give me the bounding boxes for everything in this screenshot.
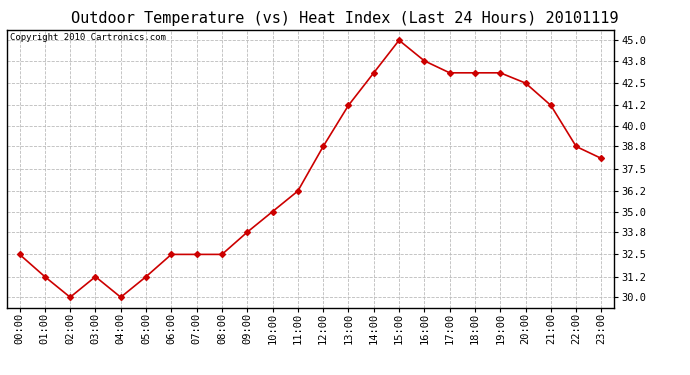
Text: Outdoor Temperature (vs) Heat Index (Last 24 Hours) 20101119: Outdoor Temperature (vs) Heat Index (Las… bbox=[71, 11, 619, 26]
Text: Copyright 2010 Cartronics.com: Copyright 2010 Cartronics.com bbox=[10, 33, 166, 42]
